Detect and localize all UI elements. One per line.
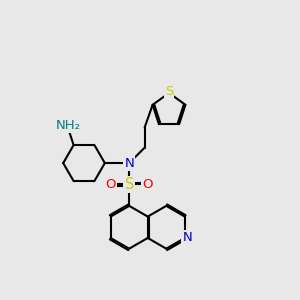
Text: NH₂: NH₂ xyxy=(56,118,81,132)
Text: N: N xyxy=(182,232,192,244)
Text: O: O xyxy=(106,178,116,191)
Text: O: O xyxy=(142,178,153,191)
Text: S: S xyxy=(124,177,134,192)
Text: N: N xyxy=(124,157,134,169)
Text: S: S xyxy=(165,85,173,98)
